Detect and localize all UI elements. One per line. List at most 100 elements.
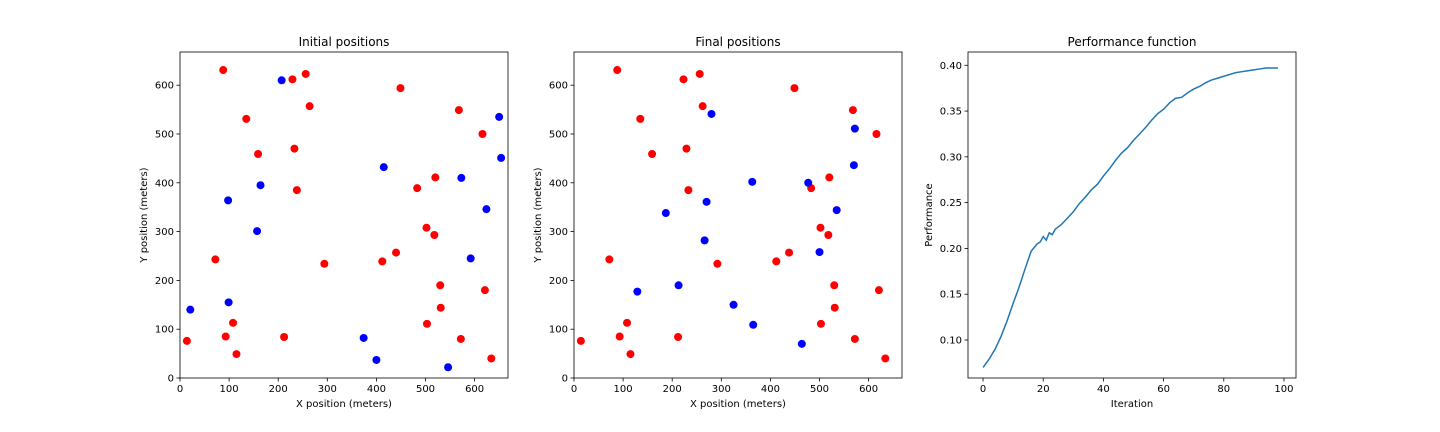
blue-point xyxy=(497,153,506,162)
red-point xyxy=(648,149,657,158)
red-point xyxy=(881,354,890,363)
red-point xyxy=(713,259,722,268)
y-tick-label: 600 xyxy=(155,81,174,92)
chart-title: Performance function xyxy=(1068,35,1197,49)
red-point xyxy=(182,336,191,345)
x-tick-label: 0 xyxy=(980,384,986,395)
red-point xyxy=(830,303,839,312)
red-point xyxy=(219,66,228,75)
x-tick-label: 60 xyxy=(1157,384,1170,395)
red-point xyxy=(301,69,310,78)
y-axis-label: Y position (meters) xyxy=(533,167,544,263)
blue-point xyxy=(661,209,670,218)
x-axis-label: X position (meters) xyxy=(296,399,392,410)
blue-point xyxy=(797,339,806,348)
red-point xyxy=(613,66,622,75)
y-tick-label: 500 xyxy=(549,129,568,140)
red-point xyxy=(280,333,289,342)
y-tick-label: 0 xyxy=(168,374,174,385)
blue-point xyxy=(372,355,381,364)
x-tick-label: 300 xyxy=(712,384,731,395)
x-tick-label: 20 xyxy=(1037,384,1050,395)
y-tick-label: 0.15 xyxy=(940,290,962,301)
red-point xyxy=(320,259,329,268)
red-point xyxy=(636,114,645,123)
y-tick-label: 0.25 xyxy=(940,198,962,209)
x-tick-label: 0 xyxy=(177,384,183,395)
chart-title: Initial positions xyxy=(299,35,390,49)
red-point xyxy=(242,114,251,123)
blue-point xyxy=(832,206,841,215)
y-tick-label: 300 xyxy=(155,227,174,238)
red-point xyxy=(456,334,465,343)
blue-point xyxy=(256,181,265,190)
red-point xyxy=(221,332,230,341)
red-point xyxy=(623,318,632,327)
performance-line xyxy=(982,67,1278,368)
red-point xyxy=(698,102,707,111)
x-tick-label: 600 xyxy=(465,384,484,395)
red-point xyxy=(682,144,691,153)
x-tick-label: 600 xyxy=(859,384,878,395)
red-point xyxy=(392,248,401,257)
red-point xyxy=(487,354,496,363)
blue-point xyxy=(253,227,262,236)
blue-point xyxy=(466,254,475,263)
red-point xyxy=(211,255,220,264)
blue-point xyxy=(707,109,716,118)
chart-title: Final positions xyxy=(695,35,780,49)
red-point xyxy=(679,75,688,84)
blue-point xyxy=(359,333,368,342)
data-marks xyxy=(576,66,890,363)
red-point xyxy=(232,350,241,359)
red-point xyxy=(816,223,825,232)
red-point xyxy=(305,102,314,111)
blue-point xyxy=(748,177,757,186)
blue-point xyxy=(277,76,286,85)
axes-frame xyxy=(967,51,1297,379)
blue-point xyxy=(444,363,453,372)
y-tick-label: 0 xyxy=(562,374,568,385)
y-tick-label: 100 xyxy=(549,325,568,336)
x-tick-label: 100 xyxy=(614,384,633,395)
red-point xyxy=(430,231,439,240)
red-point xyxy=(478,129,487,138)
red-point xyxy=(872,129,881,138)
data-marks xyxy=(982,67,1278,368)
red-point xyxy=(229,318,238,327)
x-tick-label: 0 xyxy=(571,384,577,395)
blue-point xyxy=(849,161,858,170)
red-point xyxy=(684,186,693,195)
y-tick-label: 0.40 xyxy=(940,61,962,72)
y-tick-label: 0.10 xyxy=(940,335,962,346)
data-marks xyxy=(182,66,506,372)
y-axis-label: Performance xyxy=(924,183,935,246)
red-point xyxy=(785,248,794,257)
x-tick-label: 40 xyxy=(1097,384,1110,395)
red-point xyxy=(790,84,799,93)
blue-point xyxy=(729,300,738,309)
blue-point xyxy=(224,196,233,205)
red-point xyxy=(816,319,825,328)
red-point xyxy=(848,106,857,115)
y-tick-label: 0.20 xyxy=(940,244,962,255)
red-point xyxy=(772,257,781,266)
y-tick-label: 400 xyxy=(549,178,568,189)
red-point xyxy=(605,255,614,264)
blue-point xyxy=(850,124,859,133)
red-point xyxy=(454,106,463,115)
red-point xyxy=(674,333,683,342)
axes-frame xyxy=(179,51,509,379)
red-point xyxy=(626,350,635,359)
red-point xyxy=(480,286,489,295)
x-tick-label: 80 xyxy=(1217,384,1230,395)
red-point xyxy=(695,69,704,78)
red-point xyxy=(825,173,834,182)
blue-point xyxy=(224,298,233,307)
y-tick-label: 0.35 xyxy=(940,107,962,118)
red-point xyxy=(824,231,833,240)
y-tick-label: 100 xyxy=(155,325,174,336)
blue-point xyxy=(702,197,711,206)
red-point xyxy=(436,281,445,290)
axes-frame xyxy=(573,51,903,379)
